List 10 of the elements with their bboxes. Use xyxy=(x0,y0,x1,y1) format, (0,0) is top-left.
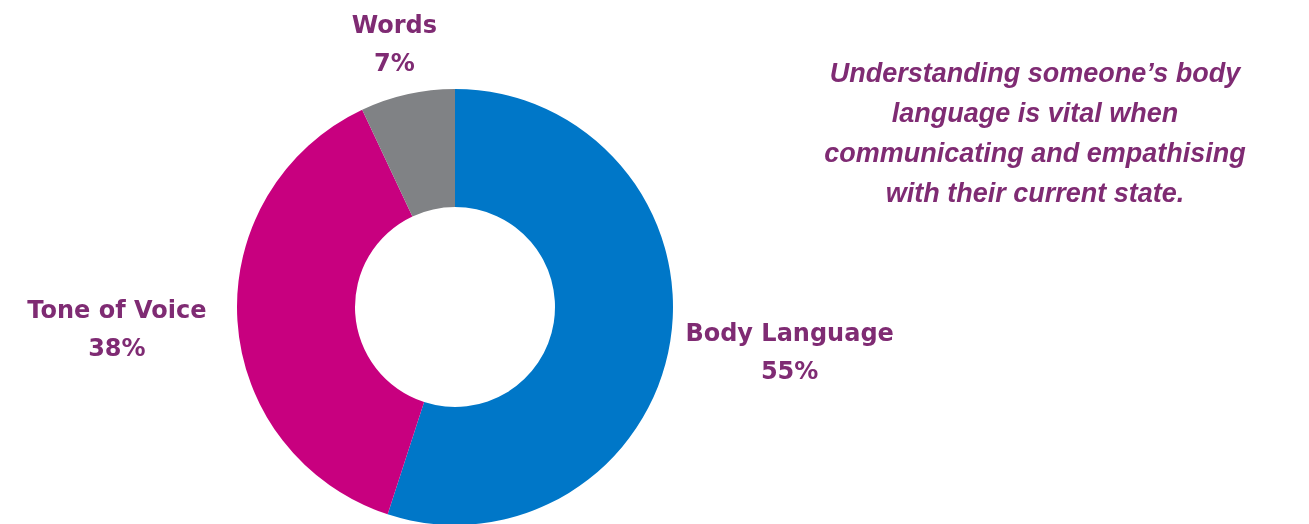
slice-label: Words xyxy=(351,10,438,39)
donut-slice xyxy=(362,89,455,217)
donut-slice xyxy=(237,109,425,515)
data-label: 7% xyxy=(373,48,415,77)
data-label: 38% xyxy=(88,334,146,363)
slice-label: Body Language xyxy=(685,318,894,347)
donut-slice xyxy=(387,89,673,524)
slice-label: Tone of Voice xyxy=(27,296,207,325)
data-label: 55% xyxy=(760,356,819,385)
text: Understanding someone’s body language is vital when communicating and empathising with their current state. xyxy=(824,58,1247,208)
